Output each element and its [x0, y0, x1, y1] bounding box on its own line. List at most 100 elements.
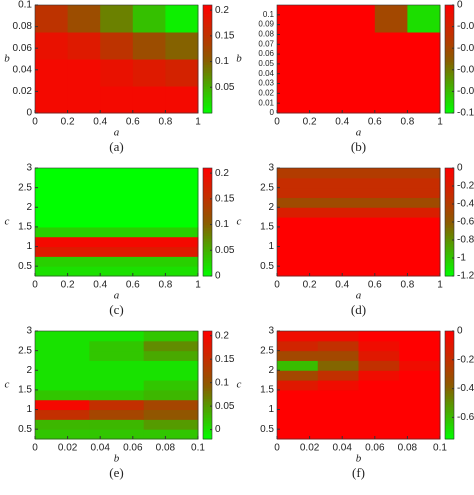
x-tick-label: 0.4 [93, 117, 107, 128]
heat-cell [132, 5, 166, 33]
colorbar-step [445, 331, 454, 335]
colorbar-tick-label: -1.2 [457, 271, 474, 282]
heat-cell [407, 32, 441, 60]
heat-cell [358, 331, 400, 342]
colorbar-step [445, 216, 454, 220]
colorbar-tick-label: 0.1 [215, 377, 229, 388]
colorbar-step [445, 420, 454, 424]
plot-frame [34, 167, 199, 277]
colorbar-step [445, 45, 454, 49]
x-tick-label: 0.6 [368, 280, 382, 291]
colorbar-step [445, 34, 454, 38]
heat-cell [89, 360, 145, 371]
colorbar-step [445, 10, 454, 14]
heat-cell [407, 5, 441, 33]
heat-cell [277, 5, 311, 33]
colorbar-step [445, 385, 454, 389]
colorbar-step [203, 366, 212, 370]
heat-cell [67, 86, 101, 114]
heat-cell [399, 380, 441, 391]
panel-label: (f) [352, 465, 365, 480]
heat-cell [358, 389, 400, 401]
colorbar-step [203, 344, 212, 348]
colorbar-step [203, 336, 212, 340]
colorbar-tick-label: 0.15 [215, 30, 235, 41]
colorbar-step [203, 72, 212, 76]
heat-cell [358, 419, 400, 430]
colorbar-step [203, 42, 212, 46]
colorbar-step [445, 336, 454, 340]
y-tick-label: 0 [26, 108, 32, 119]
heat-cell [35, 266, 199, 277]
colorbar-tick-label: 0.15 [215, 354, 235, 365]
heat-cell [143, 350, 199, 361]
x-tick-label: 1 [195, 117, 201, 128]
colorbar-step [445, 273, 454, 277]
colorbar-step [445, 205, 454, 209]
heat-cell [277, 246, 441, 257]
colorbar-step [445, 251, 454, 255]
y-tick-label: 0.07 [258, 39, 274, 48]
heat-cell [35, 226, 199, 238]
colorbar-step [203, 170, 212, 174]
colorbar-step [445, 50, 454, 55]
colorbar-step [445, 232, 454, 236]
x-tick-label: 0.6 [126, 280, 140, 291]
colorbar-step [203, 374, 212, 378]
y-tick-label: 2.5 [260, 345, 274, 356]
colorbar-step [445, 40, 454, 44]
colorbar-step [445, 224, 454, 228]
colorbar-step [445, 219, 454, 223]
x-axis-label: a [114, 290, 120, 302]
colorbar-step [445, 213, 454, 218]
colorbar-step [445, 67, 454, 71]
colorbar-step [203, 99, 212, 103]
colorbar-step [203, 254, 212, 258]
colorbar-step [445, 26, 454, 30]
heat-cell [35, 399, 90, 411]
x-tick-label: 0.8 [400, 117, 414, 128]
colorbar-step [203, 10, 212, 14]
y-tick-label: 0.05 [258, 59, 274, 68]
heat-cell [165, 32, 199, 60]
heat-cell [67, 32, 101, 60]
y-tick-label: 3 [268, 163, 274, 174]
colorbar-step [445, 387, 454, 391]
heat-cell [277, 168, 441, 179]
x-tick-label: 0.2 [303, 280, 317, 291]
colorbar-step [203, 232, 212, 236]
colorbar-step [445, 94, 454, 98]
colorbar-tick-label: -0.4 [457, 199, 474, 210]
colorbar-step [203, 26, 212, 30]
y-axis-label: b [4, 53, 10, 65]
colorbar-frame [444, 4, 455, 114]
colorbar-step [203, 21, 212, 25]
colorbar-step [445, 5, 454, 9]
colorbar-step [203, 50, 212, 55]
heat-cell [399, 360, 441, 371]
heat-cell [35, 389, 90, 401]
colorbar-step [203, 339, 212, 343]
y-tick-label: 0.09 [258, 20, 274, 29]
colorbar-step [445, 366, 454, 370]
colorbar-step [445, 358, 454, 362]
heat-cell [277, 256, 441, 267]
heat-cell [342, 5, 376, 33]
y-axis-label: c [237, 216, 242, 228]
colorbar-step [445, 363, 454, 367]
colorbar-step [203, 107, 212, 111]
colorbar-tick-label: -0.08 [457, 86, 474, 97]
x-tick-label: 0 [32, 117, 38, 128]
heat-cell [358, 380, 400, 391]
colorbar-step [445, 398, 454, 402]
colorbar-step [203, 213, 212, 218]
colorbar-frame [444, 330, 455, 440]
heat-cell [35, 177, 199, 189]
heat-cell [358, 360, 400, 371]
colorbar-step [445, 349, 454, 354]
y-tick-label: 2.5 [260, 182, 274, 193]
heat-cell [132, 32, 166, 60]
y-tick-label: 0.06 [13, 43, 33, 54]
y-tick-label: 0.5 [18, 261, 32, 272]
colorbar-step [203, 23, 212, 28]
